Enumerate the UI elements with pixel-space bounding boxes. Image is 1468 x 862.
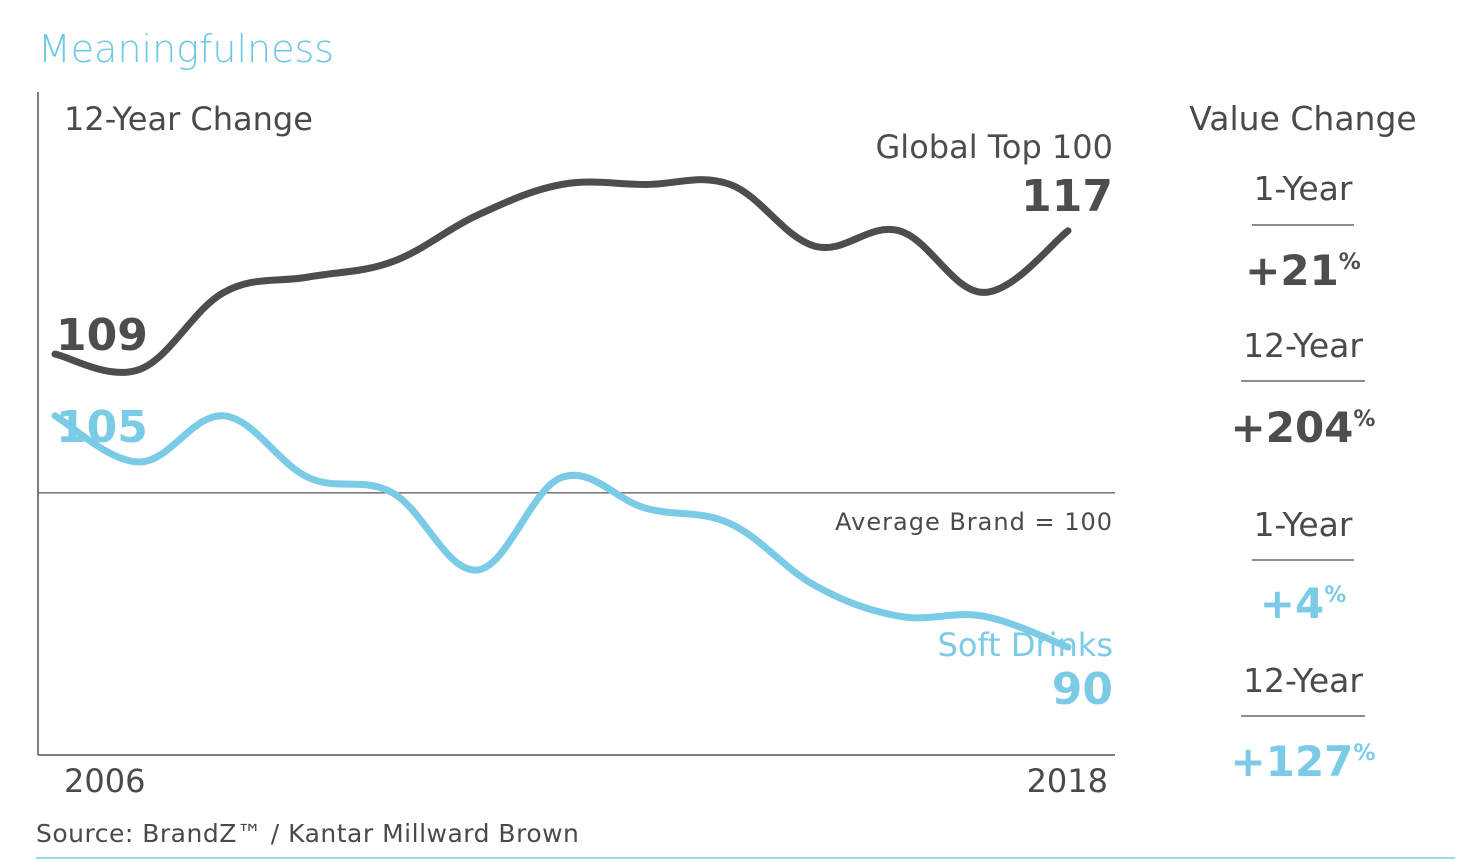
vc-period-2: 12-Year: [1243, 326, 1363, 365]
soft-drinks-start-value: 105: [56, 402, 148, 453]
chart-subtitle: 12-Year Change: [64, 100, 313, 138]
global-top-100-start-value: 109: [56, 310, 148, 361]
value-change-heading: Value Change: [1189, 99, 1416, 138]
global-top-100-line: [51, 176, 1072, 376]
x-tick-end: 2018: [1027, 762, 1108, 800]
vc-value-3: +4%: [1260, 579, 1346, 628]
average-brand-label: Average Brand = 100: [835, 508, 1113, 536]
global-top-100-end-value: 117: [1021, 171, 1113, 222]
page-title: Meaningfulness: [38, 27, 334, 71]
x-tick-start: 2006: [64, 762, 145, 800]
vc-period-1: 1-Year: [1254, 169, 1353, 208]
line-chart: Average Brand = 100 12-Year Change 109 1…: [37, 92, 1115, 800]
vc-period-4: 12-Year: [1243, 661, 1363, 700]
soft-drinks-label: Soft Drinks: [938, 626, 1113, 664]
source-note: Source: BrandZ™ / Kantar Millward Brown: [36, 819, 579, 848]
vc-value-2: +204%: [1231, 403, 1376, 452]
vc-period-3: 1-Year: [1254, 505, 1353, 544]
vc-value-1: +21%: [1245, 246, 1361, 295]
vc-value-4: +127%: [1231, 737, 1376, 786]
value-change-panel: Value Change 1-Year +21% 12-Year +204% 1…: [1189, 99, 1416, 786]
soft-drinks-line: [51, 412, 1072, 651]
soft-drinks-end-value: 90: [1052, 664, 1113, 715]
global-top-100-label: Global Top 100: [876, 128, 1114, 166]
